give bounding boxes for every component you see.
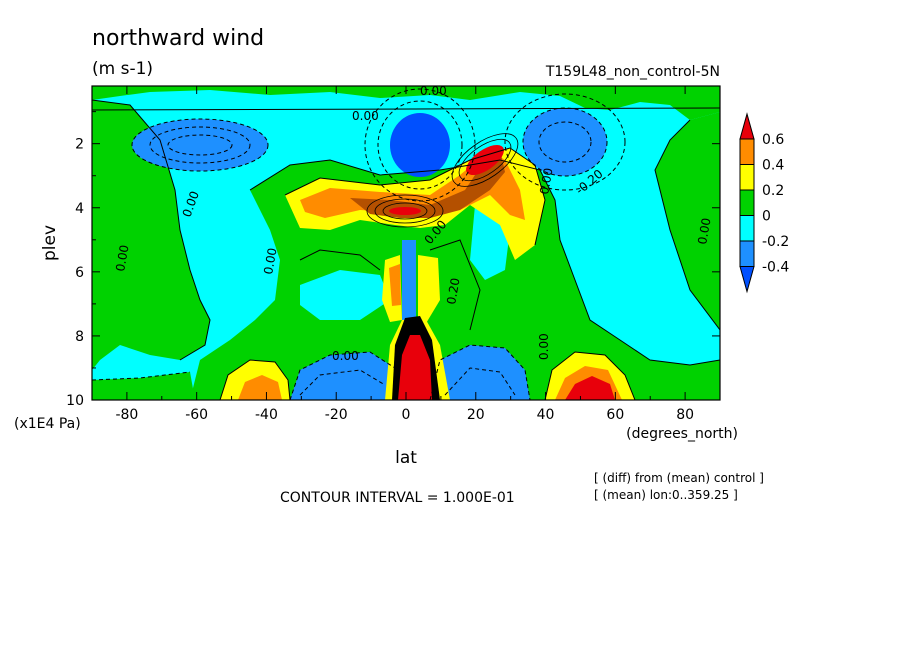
cyan-patch-c: [200, 205, 250, 265]
yellow-region-equator-right: [418, 255, 440, 325]
blue-region-upper-right: [523, 108, 607, 176]
blue-core-top: [390, 113, 450, 177]
colorbar-segment: [739, 189, 755, 216]
contour-bundle-center: [366, 133, 519, 228]
colorbar-label: 0.6: [762, 132, 784, 148]
colorbar-label: 0.4: [762, 158, 784, 174]
x-axis: -80 -60 -40 -20 0 20 40 60 80: [91, 86, 721, 423]
green-region-lowleft: [92, 372, 195, 400]
colorbar-segment: [739, 164, 755, 191]
colorbar-segment: [739, 240, 755, 267]
colorbar-label: -0.2: [762, 234, 789, 250]
contour-label: 0.20: [444, 277, 462, 306]
green-region-left: [92, 100, 210, 370]
contour-label: 0.00: [332, 349, 359, 363]
red-core-midlevel: [389, 207, 421, 215]
contour-label: 0.00: [261, 247, 279, 276]
red-column-bottom: [398, 335, 432, 400]
contour-label: 0.00: [537, 167, 555, 196]
red-region-bottom-right: [565, 376, 615, 400]
blue-region-lower-right: [430, 345, 530, 400]
contour-interval-text: CONTOUR INTERVAL = 1.000E-01: [280, 490, 515, 506]
y-tick-label: 10: [66, 393, 84, 409]
y-tick-label: 4: [75, 201, 84, 217]
contour-label: 0.00: [420, 84, 447, 98]
colorbar-label: 0: [762, 209, 771, 225]
x-tick-label: 40: [537, 407, 555, 423]
x-units-label: (degrees_north): [626, 426, 738, 442]
x-tick-label: -20: [325, 407, 348, 423]
x-axis-label: lat: [395, 448, 417, 468]
chart-title: northward wind: [92, 26, 264, 51]
cyan-patch-a: [300, 270, 390, 320]
x-tick-label: 20: [467, 407, 485, 423]
x-tick-label: 60: [606, 407, 624, 423]
y-axis-label: plev: [40, 225, 60, 261]
orange-region-bottom-left: [238, 375, 282, 400]
y-tick-label: 8: [75, 329, 84, 345]
x-tick-label: 0: [402, 407, 411, 423]
colorbar-segment: [739, 215, 755, 242]
y-units-label: (x1E4 Pa): [14, 416, 81, 432]
colorbar-label: -0.4: [762, 260, 789, 276]
green-region-right: [655, 112, 720, 330]
x-tick-label: -40: [255, 407, 278, 423]
x-tick-label: -80: [115, 407, 138, 423]
blue-strip-equator: [402, 240, 416, 330]
chart-units: (m s-1): [92, 59, 153, 79]
note-diff: [ (diff) from (mean) control ]: [594, 471, 764, 485]
contour-label: 0.00: [537, 333, 551, 360]
x-tick-label: -60: [185, 407, 208, 423]
contour-lines-solid: [92, 99, 720, 400]
contour-field: 0.00 0.00 0.00 0.00 0.00 0.00 -0.20 0.20…: [92, 84, 720, 400]
contour-label: 0.00: [352, 109, 379, 123]
note-mean: [ (mean) lon:0..359.25 ]: [594, 488, 738, 502]
contour-label: 0.00: [695, 217, 713, 246]
colorbar-top-arrow: [739, 112, 755, 140]
experiment-label: T159L48_non_control-5N: [545, 64, 720, 80]
colorbar-segment: [739, 138, 755, 165]
y-axis: 2 4 6 8 10: [66, 111, 720, 409]
y-tick-label: 2: [75, 137, 84, 153]
x-tick-label: 80: [676, 407, 694, 423]
y-tick-label: 6: [75, 265, 84, 281]
blue-region-lower-left: [290, 352, 395, 400]
contour-label: 0.00: [113, 244, 131, 273]
colorbar-label: 0.2: [762, 183, 784, 199]
orange-region-equator-left: [389, 264, 401, 306]
colorbar-bottom-arrow: [739, 266, 755, 294]
colorbar: 0.6 0.4 0.2 0 -0.2 -0.4: [739, 112, 789, 294]
